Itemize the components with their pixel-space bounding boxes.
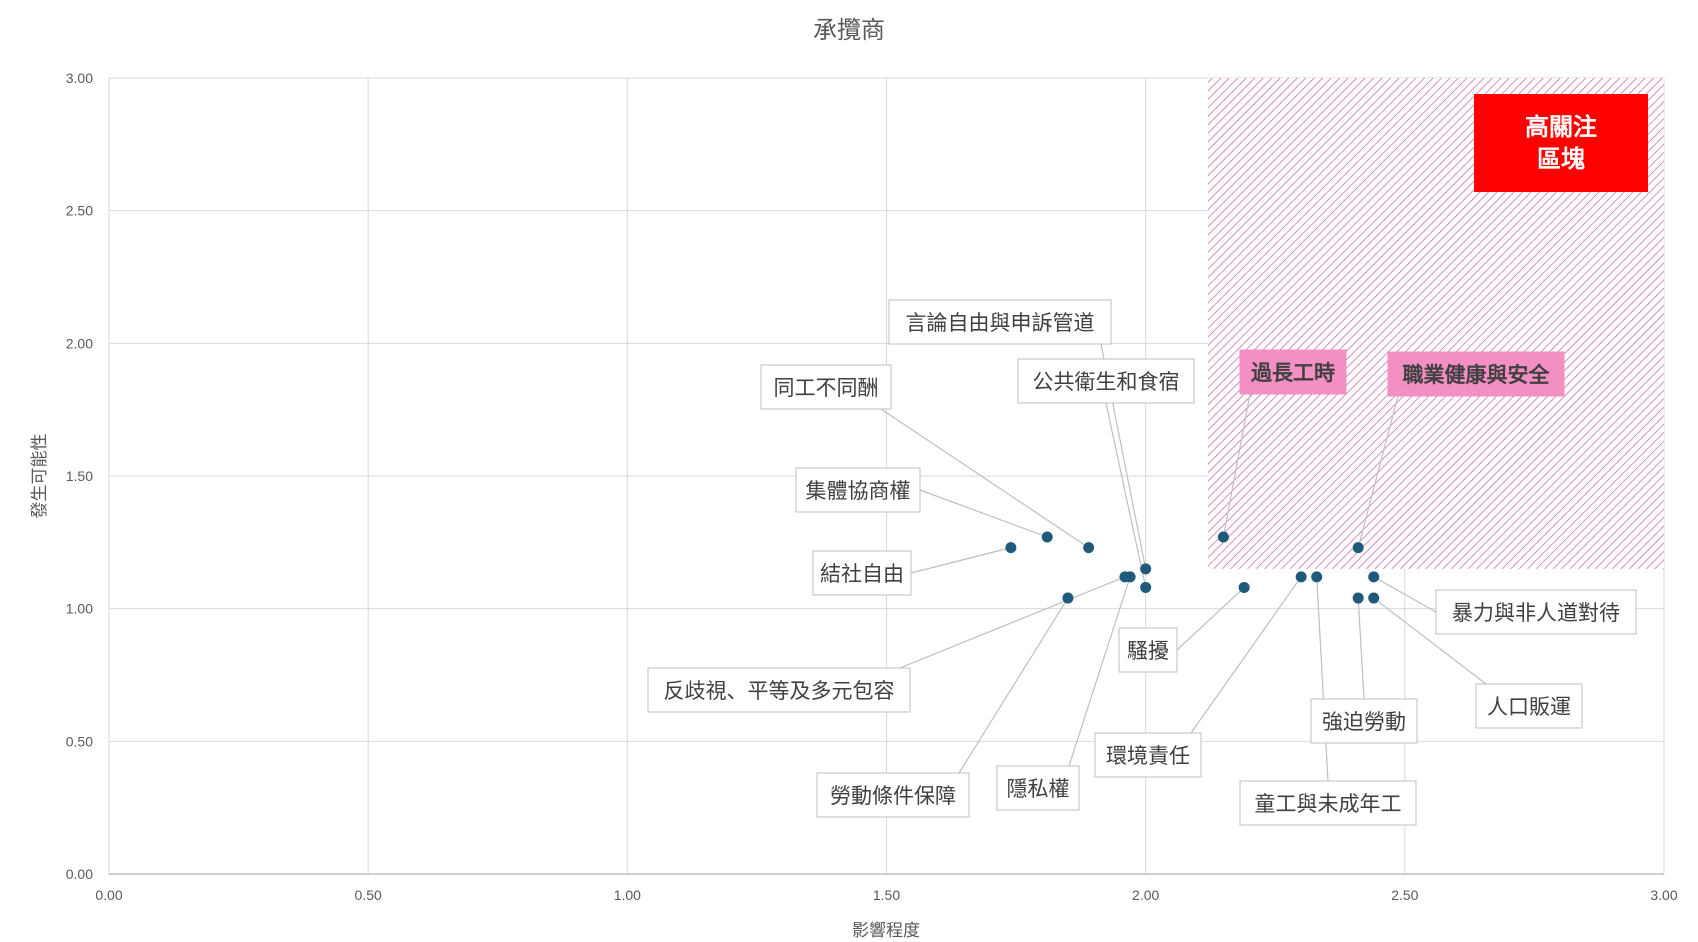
x-tick-label-0: 0.00 xyxy=(95,887,122,903)
callout-box-14 xyxy=(1239,349,1347,395)
data-point-8 xyxy=(1238,581,1250,593)
y-tick-label-0: 0.00 xyxy=(66,866,93,882)
data-point-14 xyxy=(1217,531,1229,543)
y-axis-title: 發生可能性 xyxy=(30,434,50,519)
y-tick-label-3: 1.50 xyxy=(66,468,93,484)
callout-label-0: 結社自由 xyxy=(820,562,904,586)
data-point-1 xyxy=(1041,531,1053,543)
callout-label-4: 公共衛生和食宿 xyxy=(1033,370,1180,394)
callout-box-4 xyxy=(1017,358,1195,404)
y-tick-label-2: 1.00 xyxy=(66,601,93,617)
tick-labels: 0.00 0.50 1.00 1.50 2.00 2.50 3.00 0.00 0.50 1.00… xyxy=(66,70,1678,903)
callout-box-0 xyxy=(812,550,912,596)
leader-line-5 xyxy=(899,576,1126,669)
leader-lines xyxy=(880,343,1487,782)
callout-box-12 xyxy=(1475,683,1583,729)
axes xyxy=(108,78,1664,875)
callout-box-13 xyxy=(1435,589,1637,635)
leader-line-14 xyxy=(1222,393,1251,538)
leader-line-0 xyxy=(910,547,1012,574)
leader-line-11 xyxy=(1357,598,1365,700)
high-concern-label-box xyxy=(1474,94,1648,192)
x-axis-title: 影響程度 xyxy=(852,921,920,941)
leader-line-13 xyxy=(1373,576,1437,613)
high-concern-label-line2: 區塊 xyxy=(1537,145,1585,173)
y-tick-label-5: 2.50 xyxy=(66,203,93,219)
y-tick-label-1: 0.50 xyxy=(66,733,93,749)
high-concern-label: 高關注 區塊 xyxy=(1474,94,1648,192)
leader-line-8 xyxy=(1176,587,1245,651)
x-tick-label-5: 2.50 xyxy=(1391,887,1418,903)
callout-box-7 xyxy=(996,765,1080,811)
data-point-3 xyxy=(1140,563,1152,575)
callout-box-6 xyxy=(816,772,970,818)
x-tick-label-6: 3.00 xyxy=(1650,887,1677,903)
x-tick-label-4: 2.00 xyxy=(1132,887,1159,903)
callout-label-8: 騷擾 xyxy=(1127,639,1169,663)
data-points xyxy=(1005,531,1380,604)
data-point-0 xyxy=(1005,542,1017,554)
data-callouts: 結社自由 集體協商權 同工不同酬 言論自由與申訴管道公共衛生和食宿反歧視、平等及多元包… xyxy=(647,299,1637,826)
callout-label-12: 人口販運 xyxy=(1487,695,1571,719)
leader-line-1 xyxy=(919,489,1048,538)
callout-box-11 xyxy=(1310,698,1418,744)
leader-line-4 xyxy=(1105,402,1147,588)
leader-line-10 xyxy=(1316,576,1329,782)
data-point-11 xyxy=(1352,592,1364,604)
callout-box-15 xyxy=(1387,351,1565,397)
callout-label-14: 過長工時 xyxy=(1251,361,1335,385)
data-point-10 xyxy=(1311,571,1323,583)
callout-box-3 xyxy=(888,299,1112,345)
callout-label-15: 職業健康與安全 xyxy=(1403,363,1551,387)
y-tick-label-4: 2.00 xyxy=(66,335,93,351)
data-point-13 xyxy=(1368,571,1380,583)
callout-box-8 xyxy=(1118,627,1178,673)
callout-label-13: 暴力與非人道對待 xyxy=(1452,601,1620,625)
high-concern-label-line1: 高關注 xyxy=(1525,113,1597,141)
callout-label-5: 反歧視、平等及多元包容 xyxy=(664,679,895,703)
callout-label-10: 童工與未成年工 xyxy=(1255,792,1402,816)
callout-box-2 xyxy=(760,364,892,410)
leader-line-7 xyxy=(1068,576,1131,767)
data-point-4 xyxy=(1140,581,1152,593)
leader-line-2 xyxy=(880,408,1089,549)
x-tick-label-1: 0.50 xyxy=(355,887,382,903)
callout-label-2: 同工不同酬 xyxy=(774,376,879,400)
data-point-12 xyxy=(1368,592,1380,604)
callout-label-1: 集體協商權 xyxy=(806,479,911,503)
x-tick-label-2: 1.00 xyxy=(614,887,641,903)
leader-line-9 xyxy=(1190,576,1302,734)
callout-box-9 xyxy=(1094,732,1202,778)
y-tick-label-6: 3.00 xyxy=(66,70,93,86)
data-point-15 xyxy=(1352,542,1364,554)
callout-label-6: 勞動條件保障 xyxy=(830,784,956,808)
data-point-9 xyxy=(1295,571,1307,583)
callout-label-9: 環境責任 xyxy=(1106,744,1190,768)
data-point-7 xyxy=(1124,571,1136,583)
callout-label-7: 隱私權 xyxy=(1007,777,1070,801)
callout-box-5 xyxy=(647,667,911,713)
callout-box-10 xyxy=(1239,780,1417,826)
data-point-2 xyxy=(1083,542,1095,554)
data-point-6 xyxy=(1062,592,1074,604)
leader-line-12 xyxy=(1373,597,1487,685)
callout-label-11: 強迫勞動 xyxy=(1322,710,1406,734)
chart-title: 承攬商 xyxy=(813,16,885,44)
x-tick-label-3: 1.50 xyxy=(873,887,900,903)
callout-box-1 xyxy=(795,467,921,513)
leader-line-15 xyxy=(1357,395,1399,548)
leader-line-6 xyxy=(958,597,1069,774)
callout-label-3: 言論自由與申訴管道 xyxy=(906,311,1095,335)
